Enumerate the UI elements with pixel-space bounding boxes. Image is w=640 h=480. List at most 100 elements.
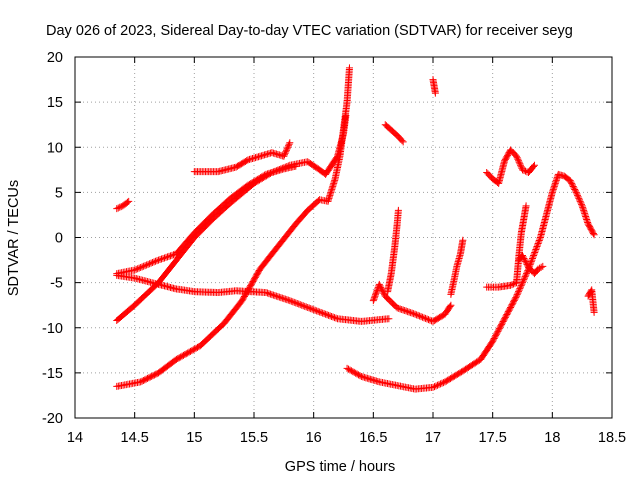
data-point — [528, 256, 536, 264]
data-point — [299, 302, 307, 310]
data-point — [326, 312, 334, 320]
y-tick-labels: -20 -15 -10 -5 0 5 10 15 20 — [42, 50, 63, 427]
data-point — [150, 258, 158, 266]
data-point — [305, 304, 313, 312]
data-point — [369, 297, 377, 305]
data-point — [589, 229, 597, 237]
data-point — [395, 304, 403, 312]
data-point — [539, 262, 547, 270]
data-point — [262, 289, 270, 297]
data-point — [413, 311, 421, 319]
data-point — [571, 185, 579, 193]
data-point — [370, 294, 378, 302]
data-point — [432, 382, 440, 390]
data-point — [507, 281, 515, 289]
data-point — [313, 307, 321, 315]
x-tick-label: 15 — [186, 430, 202, 446]
series-arc-q — [584, 286, 598, 316]
data-point — [328, 312, 336, 320]
data-point — [159, 254, 167, 262]
data-point — [138, 263, 146, 271]
y-tick-label: 0 — [55, 231, 63, 247]
y-tick-label: 15 — [47, 95, 63, 111]
data-point — [537, 263, 545, 271]
data-point — [281, 149, 289, 157]
data-point — [284, 143, 292, 151]
data-point — [519, 279, 526, 287]
data-point — [459, 236, 467, 244]
data-point — [576, 196, 584, 204]
data-point — [152, 257, 160, 265]
data-point — [528, 255, 536, 263]
x-tick-label: 16 — [306, 430, 322, 446]
data-point — [577, 199, 585, 207]
data-point — [125, 197, 133, 205]
data-point — [301, 302, 309, 310]
data-point — [399, 138, 407, 146]
data-point — [521, 257, 529, 265]
data-point — [513, 152, 521, 160]
data-point — [114, 204, 122, 212]
data-point — [520, 274, 528, 282]
series-arc-j — [384, 206, 402, 296]
data-point — [534, 240, 542, 248]
y-tick-label: 5 — [55, 185, 63, 201]
data-point — [515, 157, 523, 165]
series-arc-d — [113, 271, 393, 325]
data-point — [423, 315, 431, 323]
data-point — [263, 289, 271, 297]
data-point — [517, 282, 525, 290]
data-point — [536, 264, 544, 272]
data-point — [522, 259, 530, 267]
data-point — [143, 261, 151, 269]
data-point — [332, 314, 340, 322]
data-point — [275, 293, 283, 301]
data-point — [329, 313, 337, 321]
data-point — [572, 188, 580, 196]
x-tick-label: 17.5 — [479, 430, 507, 446]
data-point — [419, 313, 427, 321]
series-arc-a — [113, 197, 133, 213]
data-point — [284, 142, 292, 150]
data-point — [529, 253, 537, 261]
data-point — [568, 180, 576, 188]
y-tick-label: -15 — [42, 366, 63, 382]
data-point — [272, 292, 280, 300]
series-arc-e — [190, 139, 294, 176]
data-point — [520, 254, 528, 262]
y-axis-label: SDTVAR / TECUs — [6, 180, 22, 296]
data-point — [575, 194, 583, 202]
series-arc-n — [483, 279, 521, 291]
data-point — [370, 295, 378, 303]
data-point — [282, 146, 290, 154]
data-point — [508, 281, 516, 289]
data-point — [165, 252, 173, 260]
data-point — [144, 260, 152, 268]
data-point — [520, 276, 528, 284]
data-point — [521, 273, 529, 281]
data-point — [535, 237, 543, 245]
data-point — [314, 307, 322, 315]
data-point — [346, 366, 354, 374]
data-point — [517, 283, 525, 291]
series-arc-g — [343, 170, 598, 393]
data-point — [535, 238, 543, 246]
data-point — [268, 291, 276, 299]
data-point — [372, 289, 380, 297]
data-point — [311, 306, 319, 314]
data-point — [169, 251, 177, 259]
data-point — [393, 304, 401, 312]
data-point — [323, 311, 331, 319]
data-point — [522, 271, 530, 279]
data-point — [271, 292, 279, 300]
axis-ticks — [74, 56, 613, 419]
data-point — [408, 309, 416, 317]
data-point — [302, 303, 310, 311]
data-point — [356, 372, 364, 380]
data-point — [439, 379, 447, 387]
data-point — [436, 380, 444, 388]
data-point — [132, 265, 140, 273]
data-point — [285, 140, 293, 148]
data-point — [515, 286, 523, 294]
data-point — [514, 155, 522, 163]
